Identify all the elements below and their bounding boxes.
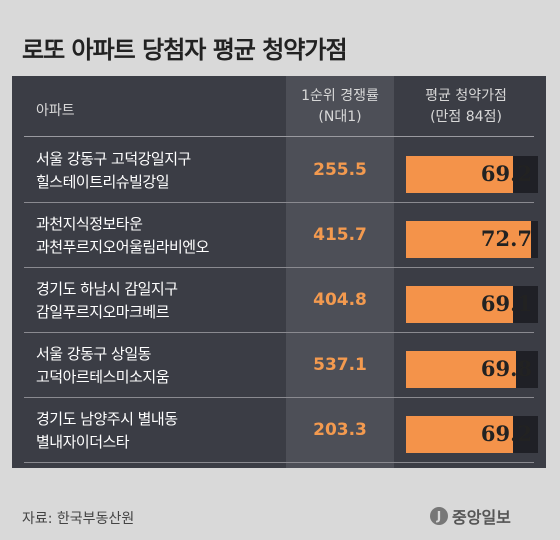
apartment-name-line1: 서울 강동구 상일동 (36, 345, 151, 363)
apartment-name-line1: 경기도 하남시 감일지구 (36, 280, 178, 298)
logo-mark-icon: J (430, 507, 448, 525)
publisher-logo: J 중앙일보 (430, 504, 511, 528)
header-score-line1: 평균 청약가점 (425, 88, 507, 104)
apartment-name-line2: 별내자이더스타 (36, 433, 130, 451)
score-value: 69.2 (480, 421, 532, 446)
header-apartment: 아파트 (36, 103, 75, 119)
apartment-name-line1: 경기도 남양주시 별내동 (36, 410, 178, 428)
score-value: 69.8 (480, 356, 532, 381)
header-competition-rate: 1순위 경쟁률 (N대1) (285, 86, 395, 128)
chart-title: 로또 아파트 당첨자 평균 청약가점 (22, 36, 348, 64)
score-value: 69.2 (480, 161, 532, 186)
rate-column-bg (286, 76, 394, 468)
apartment-name-line2: 고덕아르테스미소지움 (36, 368, 170, 386)
score-bar (406, 416, 513, 453)
score-bar (406, 351, 516, 388)
competition-rate: 537.1 (313, 355, 367, 375)
competition-rate: 404.8 (313, 290, 367, 310)
header-rate-line2: (N대1) (318, 109, 362, 125)
header-score-line2: (만점 84점) (430, 109, 502, 125)
score-value: 72.7 (480, 226, 532, 251)
header-rate-line1: 1순위 경쟁률 (301, 88, 379, 104)
header-average-score: 평균 청약가점 (만점 84점) (401, 86, 531, 128)
score-bar (406, 286, 513, 323)
table-panel: 아파트 1순위 경쟁률 (N대1) 평균 청약가점 (만점 84점) 서울 강동… (12, 76, 546, 468)
competition-rate: 255.5 (313, 160, 367, 180)
header-divider (24, 136, 534, 137)
score-bar-track: 69.2 (406, 156, 538, 193)
apartment-name-line2: 과천푸르지오어울림라비엔오 (36, 238, 209, 256)
score-value: 69.1 (480, 291, 532, 316)
apartment-name-line1: 과천지식정보타운 (36, 215, 143, 233)
score-bar-track: 69.1 (406, 286, 538, 323)
competition-rate: 203.3 (313, 420, 367, 440)
score-bar-track: 69.8 (406, 351, 538, 388)
competition-rate: 415.7 (313, 225, 367, 245)
score-bar-track: 69.2 (406, 416, 538, 453)
score-bar (406, 221, 531, 258)
apartment-name-line2: 감일푸르지오마크베르 (36, 303, 170, 321)
apartment-name-line1: 서울 강동구 고덕강일지구 (36, 150, 191, 168)
source-note: 자료: 한국부동산원 (22, 511, 135, 527)
apartment-name-line2: 힐스테이트리슈빌강일 (36, 173, 170, 191)
score-bar-track: 72.7 (406, 221, 538, 258)
logo-text: 중앙일보 (452, 508, 511, 527)
score-bar (406, 156, 513, 193)
